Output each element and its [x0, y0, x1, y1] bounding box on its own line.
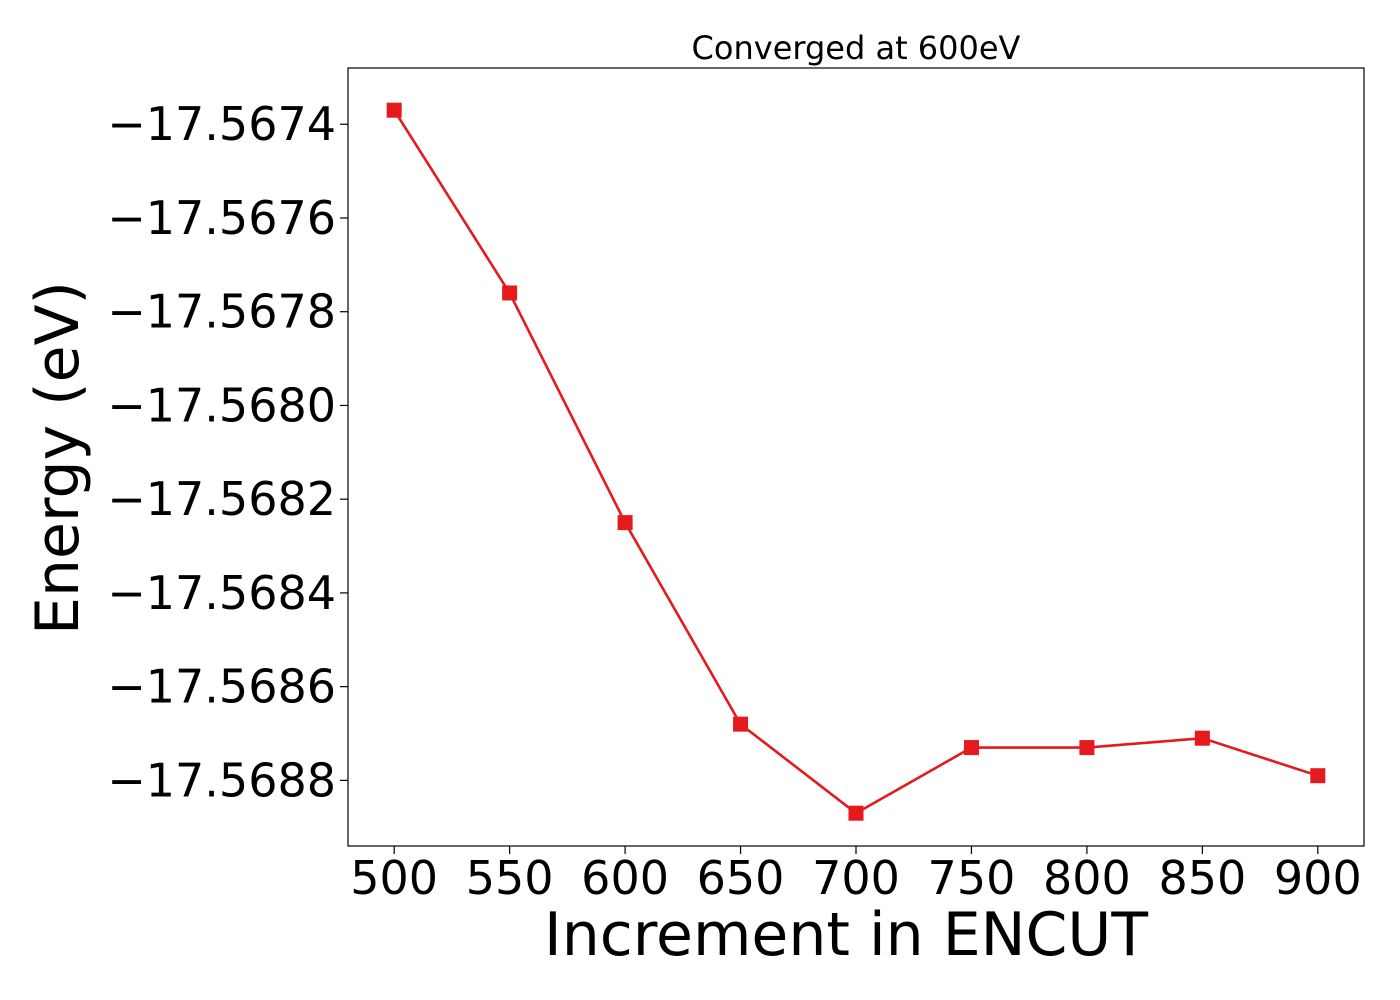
data-point-marker	[502, 285, 518, 301]
x-axis-ticks: 500 550 600 650 700 750 800 850 900	[350, 846, 1362, 905]
data-point-marker	[386, 102, 402, 118]
data-point-marker	[963, 740, 979, 756]
y-tick-label: −17.5678	[107, 285, 336, 339]
x-tick-label: 500	[350, 851, 438, 905]
data-point-marker	[733, 716, 749, 732]
data-point-marker	[1194, 730, 1210, 746]
y-tick-label: −17.5684	[107, 566, 336, 620]
x-tick-label: 700	[812, 851, 900, 905]
x-tick-label: 850	[1158, 851, 1246, 905]
plot-frame	[347, 67, 1365, 847]
data-point-marker	[1079, 740, 1095, 756]
y-axis-ticks: −17.5674 −17.5676 −17.5678 −17.5680 −17.5682…	[107, 97, 348, 807]
x-tick-label: 800	[1043, 851, 1131, 905]
y-axis-label: Energy (eV)	[23, 281, 93, 635]
y-tick-label: −17.5682	[107, 472, 336, 526]
data-point-marker	[848, 805, 864, 821]
series-layer	[386, 102, 1326, 821]
y-tick-label: −17.5676	[107, 191, 336, 245]
x-axis-label: Increment in ENCUT	[544, 900, 1148, 970]
series-line	[393, 109, 1319, 815]
data-point-marker	[617, 515, 633, 531]
y-tick-label: −17.5688	[107, 753, 336, 807]
y-tick-label: −17.5686	[107, 660, 336, 714]
chart-title: Converged at 600eV	[692, 29, 1021, 67]
x-tick-label: 750	[928, 851, 1016, 905]
x-tick-label: 650	[697, 851, 785, 905]
data-point-marker	[1310, 768, 1326, 784]
y-tick-label: −17.5674	[107, 97, 336, 151]
y-tick-label: −17.5680	[107, 378, 336, 432]
x-tick-label: 900	[1274, 851, 1362, 905]
x-tick-label: 550	[466, 851, 554, 905]
x-tick-label: 600	[581, 851, 669, 905]
